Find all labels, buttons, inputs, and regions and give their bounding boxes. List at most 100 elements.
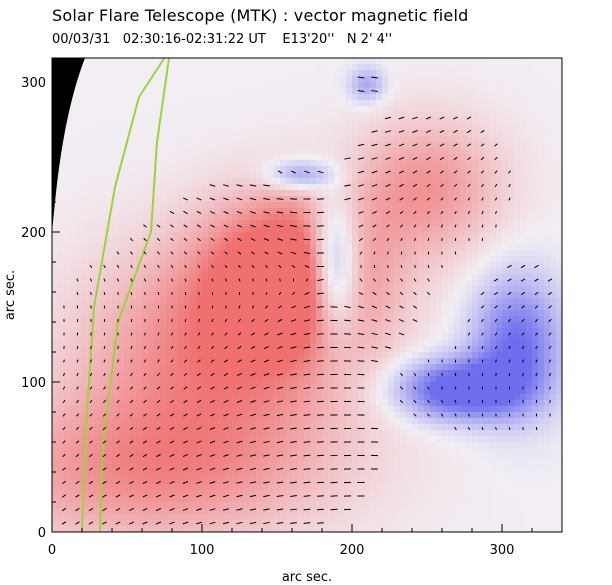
field-cell <box>244 352 251 359</box>
field-cell <box>142 262 149 269</box>
field-cell <box>166 460 173 467</box>
field-cell <box>316 400 323 407</box>
field-cell <box>244 292 251 299</box>
field-cell <box>328 346 335 353</box>
field-cell <box>166 496 173 503</box>
field-cell <box>412 178 419 185</box>
field-cell <box>202 388 209 395</box>
field-cell <box>226 460 233 467</box>
field-cell <box>406 340 413 347</box>
field-cell <box>142 292 149 299</box>
field-cell <box>376 328 383 335</box>
field-cell <box>184 382 191 389</box>
field-cell <box>256 172 263 179</box>
field-cell <box>358 190 365 197</box>
field-cell <box>352 490 359 497</box>
field-cell <box>316 112 323 119</box>
field-cell <box>388 250 395 257</box>
field-cell <box>196 526 203 532</box>
field-cell <box>376 166 383 173</box>
field-cell <box>364 256 371 263</box>
field-cell <box>202 70 209 77</box>
field-cell <box>76 100 83 107</box>
field-cell <box>76 250 83 257</box>
field-cell <box>64 472 71 479</box>
field-cell <box>304 172 311 179</box>
field-cell <box>52 364 59 371</box>
field-cell <box>352 148 359 155</box>
field-cell <box>352 496 359 503</box>
field-cell <box>412 508 419 515</box>
field-cell <box>94 490 101 497</box>
field-cell <box>178 322 185 329</box>
field-cell <box>130 412 137 419</box>
field-cell <box>250 454 257 461</box>
field-cell <box>238 274 245 281</box>
field-cell <box>196 226 203 233</box>
field-cell <box>232 214 239 221</box>
field-cell <box>184 214 191 221</box>
field-cell <box>82 58 89 65</box>
field-cell <box>400 478 407 485</box>
field-cell <box>58 460 65 467</box>
field-cell <box>58 214 65 221</box>
field-cell <box>94 364 101 371</box>
field-cell <box>376 322 383 329</box>
field-cell <box>376 184 383 191</box>
field-cell <box>388 70 395 77</box>
field-cell <box>304 382 311 389</box>
field-cell <box>244 244 251 251</box>
field-cell <box>82 196 89 203</box>
field-cell <box>358 382 365 389</box>
field-cell <box>124 520 131 527</box>
field-cell <box>226 520 233 527</box>
field-cell <box>394 94 401 101</box>
field-cell <box>124 478 131 485</box>
field-cell <box>214 520 221 527</box>
field-cell <box>328 352 335 359</box>
field-cell <box>400 166 407 173</box>
field-cell <box>154 472 161 479</box>
field-cell <box>262 94 269 101</box>
field-cell <box>394 442 401 449</box>
field-cell <box>394 160 401 167</box>
field-cell <box>232 400 239 407</box>
field-cell <box>64 268 71 275</box>
field-cell <box>340 322 347 329</box>
field-cell <box>358 340 365 347</box>
field-cell <box>370 130 377 137</box>
field-cell <box>196 496 203 503</box>
field-cell <box>238 418 245 425</box>
field-cell <box>70 502 77 509</box>
field-cell <box>406 412 413 419</box>
field-cell <box>352 106 359 113</box>
field-cell <box>262 394 269 401</box>
field-cell <box>328 70 335 77</box>
field-cell <box>268 340 275 347</box>
field-cell <box>406 526 413 532</box>
field-cell <box>112 166 119 173</box>
field-cell <box>70 256 77 263</box>
field-cell <box>226 178 233 185</box>
field-cell <box>310 424 317 431</box>
field-cell <box>202 256 209 263</box>
field-cell <box>76 154 83 161</box>
field-cell <box>268 178 275 185</box>
field-cell <box>238 130 245 137</box>
field-cell <box>226 202 233 209</box>
field-cell <box>118 388 125 395</box>
field-cell <box>214 94 221 101</box>
field-cell <box>172 328 179 335</box>
field-cell <box>58 520 65 527</box>
field-cell <box>256 76 263 83</box>
field-cell <box>412 448 419 455</box>
field-cell <box>412 226 419 233</box>
field-cell <box>316 238 323 245</box>
field-cell <box>364 58 371 65</box>
field-cell <box>340 400 347 407</box>
field-cell <box>76 382 83 389</box>
field-cell <box>316 442 323 449</box>
field-cell <box>298 142 305 149</box>
field-cell <box>76 268 83 275</box>
field-cell <box>376 316 383 323</box>
